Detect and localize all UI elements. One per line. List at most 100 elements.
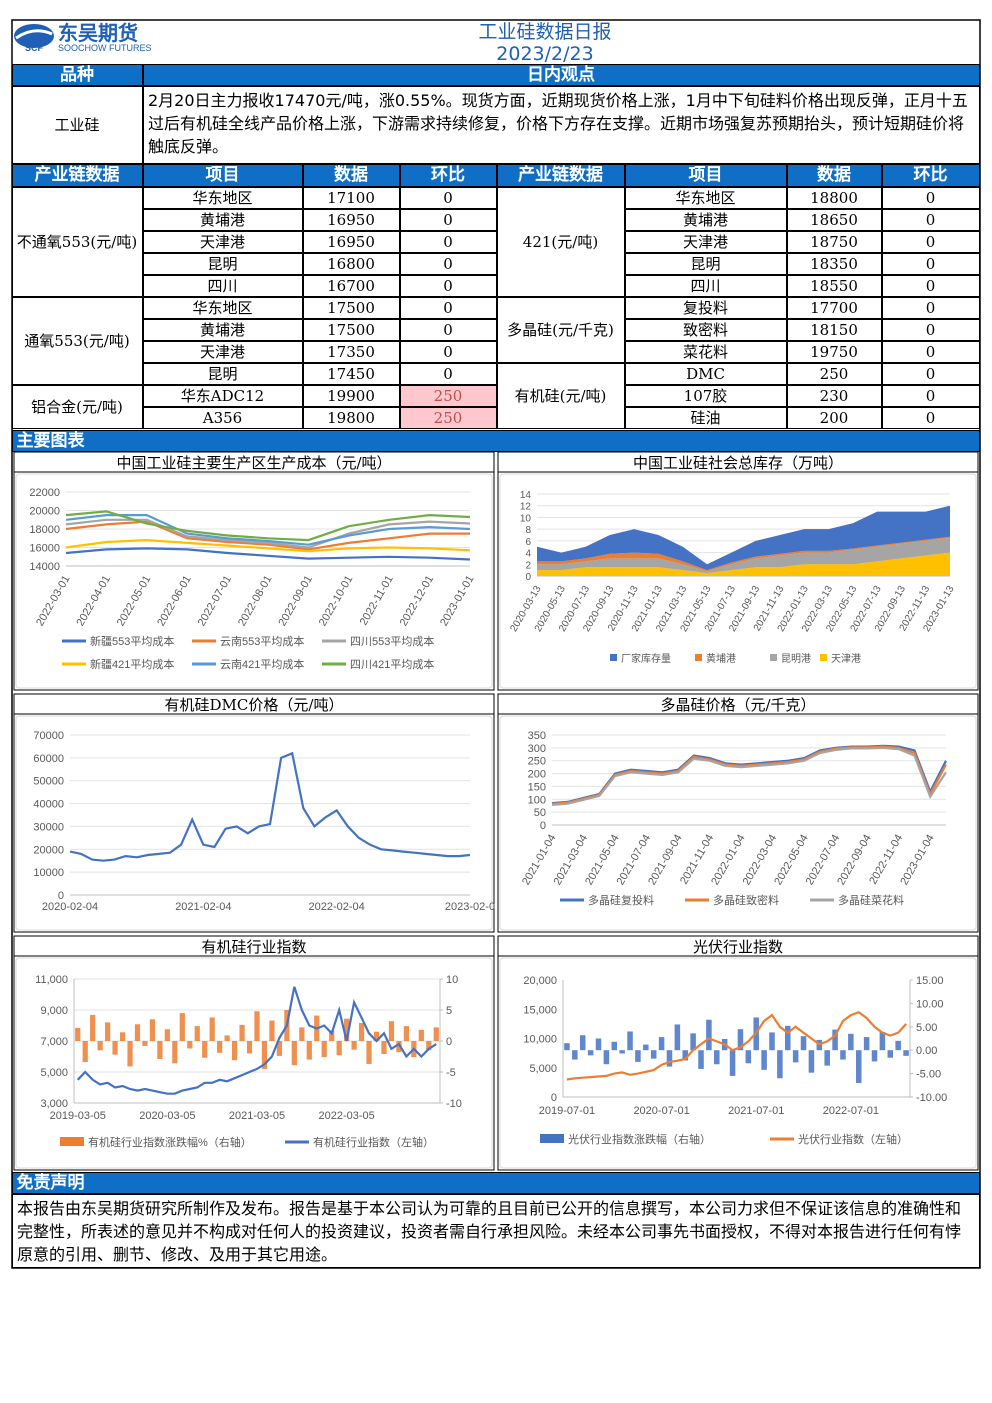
logo-mark: SCF [25,43,44,53]
series-line [551,746,947,806]
bar [388,1021,395,1041]
y-tick-label: 30000 [33,821,64,833]
group-label: 铝合金(元/吨) [11,384,143,429]
value: 18800 [786,186,882,209]
chart-title: 有机硅行业指数 [201,938,306,956]
x-tick-label: 2023-02-0 [445,901,495,913]
y-tick-label: 18000 [29,524,60,536]
item: 昆明 [142,362,303,385]
bar [587,1050,594,1056]
value: 16800 [302,252,400,275]
y-tick-label: 50000 [33,776,64,788]
bar [603,1050,610,1065]
bar [433,1027,439,1041]
y-tick-label: 250 [528,756,546,768]
change: 0 [399,186,497,209]
series-area [537,536,950,572]
bar [714,1050,720,1065]
view-header: 品种 [11,63,143,86]
bar [358,1023,365,1041]
value: 230 [786,384,882,407]
legend-label: 四川553平均成本 [350,634,434,648]
bar [879,1031,886,1051]
y-tick-label: 10 [520,513,532,524]
chart-cell [13,935,495,1171]
legend-label: 多晶硅菜花料 [838,893,904,907]
change: 0 [399,362,497,385]
chart-frame [499,957,977,1169]
bar [674,1024,681,1051]
item: 昆明 [142,252,303,275]
table-header: 项目 [624,163,787,187]
change: 250 [399,384,497,407]
y-tick-label: 6 [525,537,531,548]
item: 四川 [624,274,787,297]
bar [202,1041,208,1058]
series-area [537,537,950,574]
table-header: 产业链数据 [496,163,625,187]
y-tick-label: 5,000 [40,1067,68,1079]
legend-swatch [695,654,702,661]
item: 107胶 [624,384,787,407]
bar [209,1017,215,1041]
series-line [551,744,947,805]
change: 0 [881,230,980,253]
legend-label: 云南421平均成本 [220,657,304,671]
legend-swatch [540,1134,564,1143]
bar [90,1014,96,1041]
bar [336,1041,342,1056]
logo-en: SOOCHOW FUTURES [58,43,152,53]
bar [403,1026,410,1041]
bar [737,1029,744,1051]
bar [217,1041,223,1053]
legend-label: 云南553平均成本 [220,634,304,648]
y-tick-label: 3,000 [40,1098,68,1110]
value: 17500 [302,318,400,341]
legend-label: 新疆553平均成本 [90,634,174,648]
bar [291,1041,297,1066]
y-tick-label: 0 [525,572,531,583]
series-area [537,505,950,571]
bar [808,1050,815,1073]
y2-tick-label: -10 [446,1098,462,1110]
change: 0 [399,340,497,363]
bar [142,1041,148,1046]
bar [104,1022,111,1041]
bar [761,1050,767,1070]
item: 黄埔港 [624,208,787,231]
y-tick-label: 14 [520,490,532,501]
bar [777,1050,783,1079]
x-tick-label: 2022-04-01 [74,574,113,629]
legend-swatch [60,1137,84,1146]
table-header: 项目 [142,163,303,187]
series-line [69,751,471,862]
y2-tick-label: 10.00 [916,998,944,1010]
value: 200 [786,406,882,429]
table-header: 环比 [881,163,980,187]
y2-tick-label: 0 [446,1036,452,1048]
value: 18550 [786,274,882,297]
x-tick-label: 2021-02-04 [175,901,231,913]
x-tick-label: 2022-05-01 [115,574,154,629]
bar [246,1041,253,1054]
bar [231,1041,238,1061]
x-tick-label: 2020-07-01 [633,1105,689,1117]
y-tick-label: 150 [528,781,546,793]
x-tick-label: 2020-02-04 [42,901,98,913]
x-tick-label: 2021-07-01 [728,1105,784,1117]
bar [824,1050,830,1066]
y2-tick-label: -10.00 [916,1092,947,1104]
view-text: 2月20日主力报收17470元/吨，涨0.55%。现货方面，近期现货价格上涨，1… [143,86,980,164]
item: 黄埔港 [142,318,303,341]
y-tick-label: 350 [528,730,546,742]
bar [690,1033,696,1051]
chart-cell [497,693,979,933]
series-area [537,552,950,576]
change: 0 [881,252,980,275]
bar [785,1025,791,1051]
y-tick-label: 16000 [29,543,60,555]
change: 0 [881,318,980,341]
x-tick-label: 2022-03-05 [318,1110,374,1122]
value: 18750 [786,230,882,253]
bar [658,1037,665,1051]
